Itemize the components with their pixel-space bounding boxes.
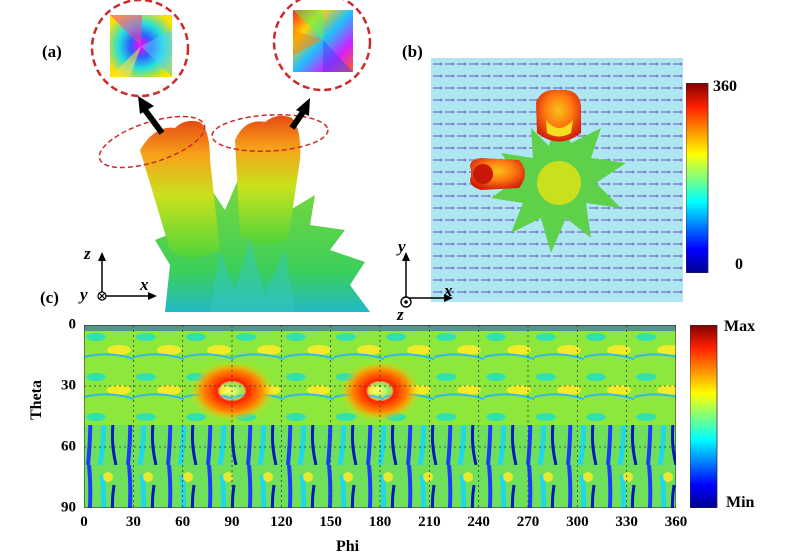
x-tick-label: 300	[566, 514, 589, 530]
axis-a-z: z	[84, 244, 91, 263]
colorbar-c-min: Min	[726, 494, 755, 511]
colorbar-c	[690, 325, 718, 508]
panel-c-label: (c)	[40, 288, 59, 307]
axis-b-z: z	[397, 305, 404, 324]
heatmap-ylabel: Theta	[28, 380, 45, 420]
x-tick-label: 270	[516, 514, 540, 530]
x-tick-label: 0	[80, 514, 88, 530]
main-lobe-right	[235, 115, 301, 244]
panel-b-label: (b)	[402, 42, 423, 61]
axis-a-y: y	[80, 285, 88, 304]
x-tick-label: 210	[418, 514, 441, 530]
colorbar-b-max: 360	[713, 78, 737, 95]
axis-a-x: x	[140, 275, 149, 294]
y-tick-label: 0	[68, 316, 77, 333]
x-tick-label: 60	[175, 514, 191, 530]
colorbar-b-min: 0	[735, 256, 743, 273]
axis-b-x: x	[444, 281, 453, 300]
panel-b-topview	[431, 58, 683, 302]
panel-a-label: (a)	[42, 42, 62, 61]
heatmap-xlabel: Phi	[336, 538, 360, 555]
lobe-ellipse-left	[98, 115, 206, 169]
main-lobe-left	[140, 120, 220, 258]
y-tick-label: 60	[61, 438, 76, 455]
lobe-ellipse-right	[211, 114, 329, 152]
x-tick-label: 330	[615, 514, 638, 530]
y-tick-label: 90	[61, 499, 76, 516]
x-tick-label: 240	[467, 514, 490, 530]
x-tick-label: 90	[224, 514, 240, 530]
axes-b	[400, 252, 453, 308]
colorbar-c-max: Max	[724, 318, 756, 335]
panel-a-beam-pattern	[90, 0, 372, 312]
axes-a	[97, 252, 157, 301]
x-tick-label: 360	[664, 514, 688, 530]
x-tick-label: 30	[125, 514, 141, 530]
x-tick-label: 120	[270, 514, 293, 530]
arrow-left	[138, 96, 154, 114]
x-tick-label: 180	[368, 514, 392, 530]
heatmap-plot	[84, 325, 676, 508]
x-tick-label: 150	[319, 514, 342, 530]
axis-b-y: y	[398, 237, 406, 256]
arrow-right	[296, 98, 310, 116]
colorbar-b	[686, 83, 709, 273]
y-tick-label: 30	[61, 377, 76, 394]
